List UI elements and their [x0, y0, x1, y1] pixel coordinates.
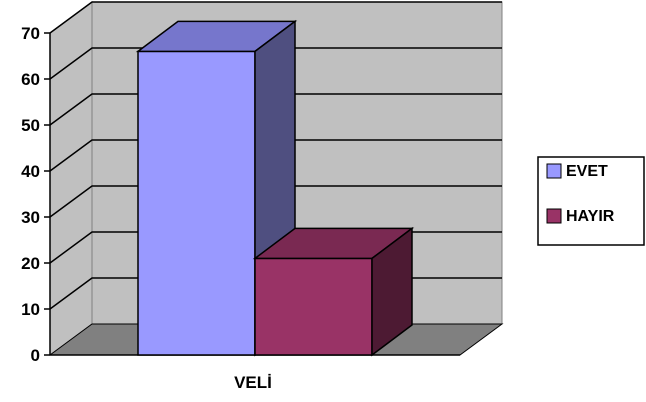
bar-hayir — [252, 226, 415, 357]
legend-label-evet: EVET — [566, 163, 608, 180]
bar-front — [254, 257, 373, 356]
y-tick-label: 40 — [21, 162, 40, 181]
bars — [135, 19, 415, 357]
y-tick-label: 50 — [21, 116, 40, 135]
gridline — [49, 185, 502, 218]
y-tick-label: 0 — [31, 346, 40, 365]
y-tick-label: 60 — [21, 70, 40, 89]
y-tick-label: 70 — [21, 24, 40, 43]
legend-swatch-hayir — [546, 208, 562, 224]
y-tick-label: 10 — [21, 300, 40, 319]
side-wall — [49, 1, 93, 356]
gridline — [49, 1, 502, 34]
gridline — [49, 47, 502, 80]
x-category-label: VELİ — [234, 373, 272, 392]
y-axis-ticks: 0 10 20 30 40 50 60 70 — [21, 24, 50, 365]
legend-label-hayir: HAYIR — [566, 208, 615, 225]
y-tick-label: 20 — [21, 254, 40, 273]
gridline — [49, 93, 502, 126]
gridline — [49, 139, 502, 172]
bar-front — [137, 50, 256, 356]
legend-swatch-evet — [546, 163, 562, 179]
bar-side — [371, 226, 413, 357]
gridlines — [49, 1, 502, 310]
x-axis-labels: VELİ — [234, 373, 272, 392]
legend: EVET HAYIR — [537, 156, 645, 246]
y-tick-label: 30 — [21, 208, 40, 227]
